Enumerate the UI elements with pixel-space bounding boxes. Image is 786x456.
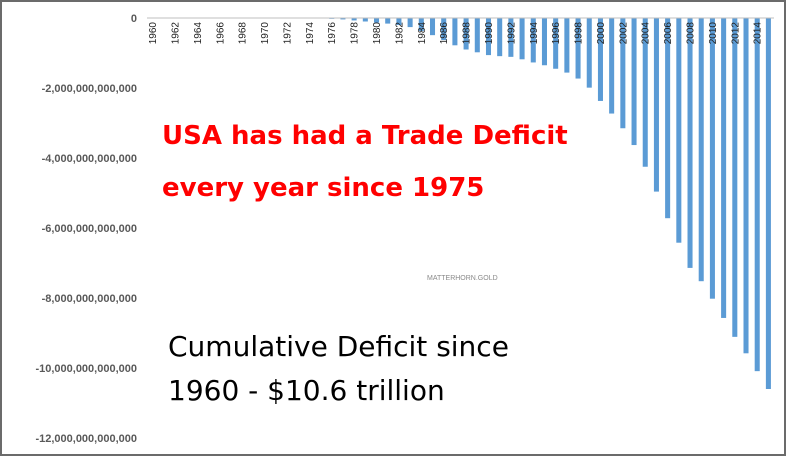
bar-1983	[407, 18, 413, 28]
bar-1995	[541, 18, 547, 66]
bar-1987	[452, 18, 458, 46]
bar-1978	[351, 18, 357, 21]
x-tick-label: 2008	[686, 22, 697, 45]
x-tick-label: 1992	[506, 22, 517, 45]
x-tick-label: 2010	[708, 22, 719, 45]
x-tick-label: 2012	[730, 22, 741, 45]
bar-2009	[698, 18, 704, 282]
x-tick-label: 1984	[417, 22, 428, 45]
x-tick-label: 1982	[394, 22, 405, 45]
bar-2004	[642, 18, 648, 167]
x-tick-label: 1972	[283, 22, 294, 45]
bar-2007	[676, 18, 682, 243]
headline-line-1: USA has had a Trade Deficit	[162, 121, 568, 151]
headline-line-2: every year since 1975	[162, 173, 484, 203]
bar-1982	[396, 18, 402, 25]
bars-group	[329, 18, 771, 389]
y-tick-label: -12,000,000,000,000	[35, 433, 137, 445]
bar-2010	[709, 18, 715, 299]
x-tick-label: 2000	[596, 22, 607, 45]
bar-2015	[765, 18, 771, 389]
note-line-2: 1960 - $10.6 trillion	[168, 374, 445, 407]
y-tick-label: -10,000,000,000,000	[35, 363, 137, 375]
bar-2001	[609, 18, 615, 114]
y-axis-ticks: 0 -2,000,000,000,000 -4,000,000,000,000 -6,…	[35, 13, 137, 445]
bar-2014	[754, 18, 760, 372]
bar-1993	[519, 18, 525, 60]
x-tick-label: 1974	[305, 22, 316, 45]
x-tick-label: 1960	[148, 22, 159, 45]
y-tick-label: 0	[131, 13, 137, 25]
bar-1984	[418, 18, 424, 31]
bar-2002	[620, 18, 626, 129]
x-tick-label: 1966	[215, 22, 226, 45]
x-tick-label: 1962	[171, 22, 182, 45]
note-line-1: Cumulative Deficit since	[168, 330, 509, 363]
bar-1998	[575, 18, 581, 79]
x-tick-label: 2002	[618, 22, 629, 45]
x-tick-label: 1988	[462, 22, 473, 45]
bar-2003	[631, 18, 637, 146]
x-tick-label: 1968	[238, 22, 249, 45]
x-axis-ticks: 1960 1962 1964 1966 1968 1970 1972 1974 1976 1978…	[148, 22, 764, 45]
x-tick-label: 1976	[327, 22, 338, 45]
x-tick-label: 1964	[193, 22, 204, 45]
x-tick-label: 2014	[753, 22, 764, 45]
bar-2011	[721, 18, 727, 318]
x-tick-label: 2006	[663, 22, 674, 45]
bar-1989	[474, 18, 480, 53]
y-tick-label: -4,000,000,000,000	[42, 153, 137, 165]
watermark-text: MATTERHORN.GOLD	[427, 275, 498, 282]
x-tick-label: 1970	[260, 22, 271, 45]
y-tick-label: -8,000,000,000,000	[42, 293, 137, 305]
bar-2005	[653, 18, 659, 192]
bar-2000	[597, 18, 603, 101]
x-tick-label: 1990	[484, 22, 495, 45]
x-tick-label: 1980	[372, 22, 383, 45]
y-tick-label: -6,000,000,000,000	[42, 223, 137, 235]
bar-1996	[553, 18, 559, 69]
x-tick-label: 1994	[529, 22, 540, 45]
bar-1997	[564, 18, 570, 73]
bar-1986	[441, 18, 447, 41]
bar-1999	[586, 18, 592, 88]
x-tick-label: 2004	[641, 22, 652, 45]
bar-1992	[508, 18, 514, 57]
x-tick-label: 1978	[350, 22, 361, 45]
x-tick-label: 1986	[439, 22, 450, 45]
bar-2006	[665, 18, 671, 219]
x-tick-label: 1996	[551, 22, 562, 45]
bar-2008	[687, 18, 693, 268]
bar-1988	[463, 18, 469, 50]
bar-2013	[743, 18, 749, 354]
bar-1981	[385, 18, 391, 24]
bar-1980	[374, 18, 380, 23]
bar-1994	[530, 18, 536, 63]
bar-1990	[485, 18, 492, 56]
bar-1977	[340, 18, 346, 20]
bar-1991	[497, 18, 503, 57]
bar-1979	[362, 18, 368, 22]
bar-2012	[732, 18, 738, 337]
x-tick-label: 1998	[574, 22, 585, 45]
bar-1985	[429, 18, 436, 36]
y-tick-label: -2,000,000,000,000	[42, 83, 137, 95]
